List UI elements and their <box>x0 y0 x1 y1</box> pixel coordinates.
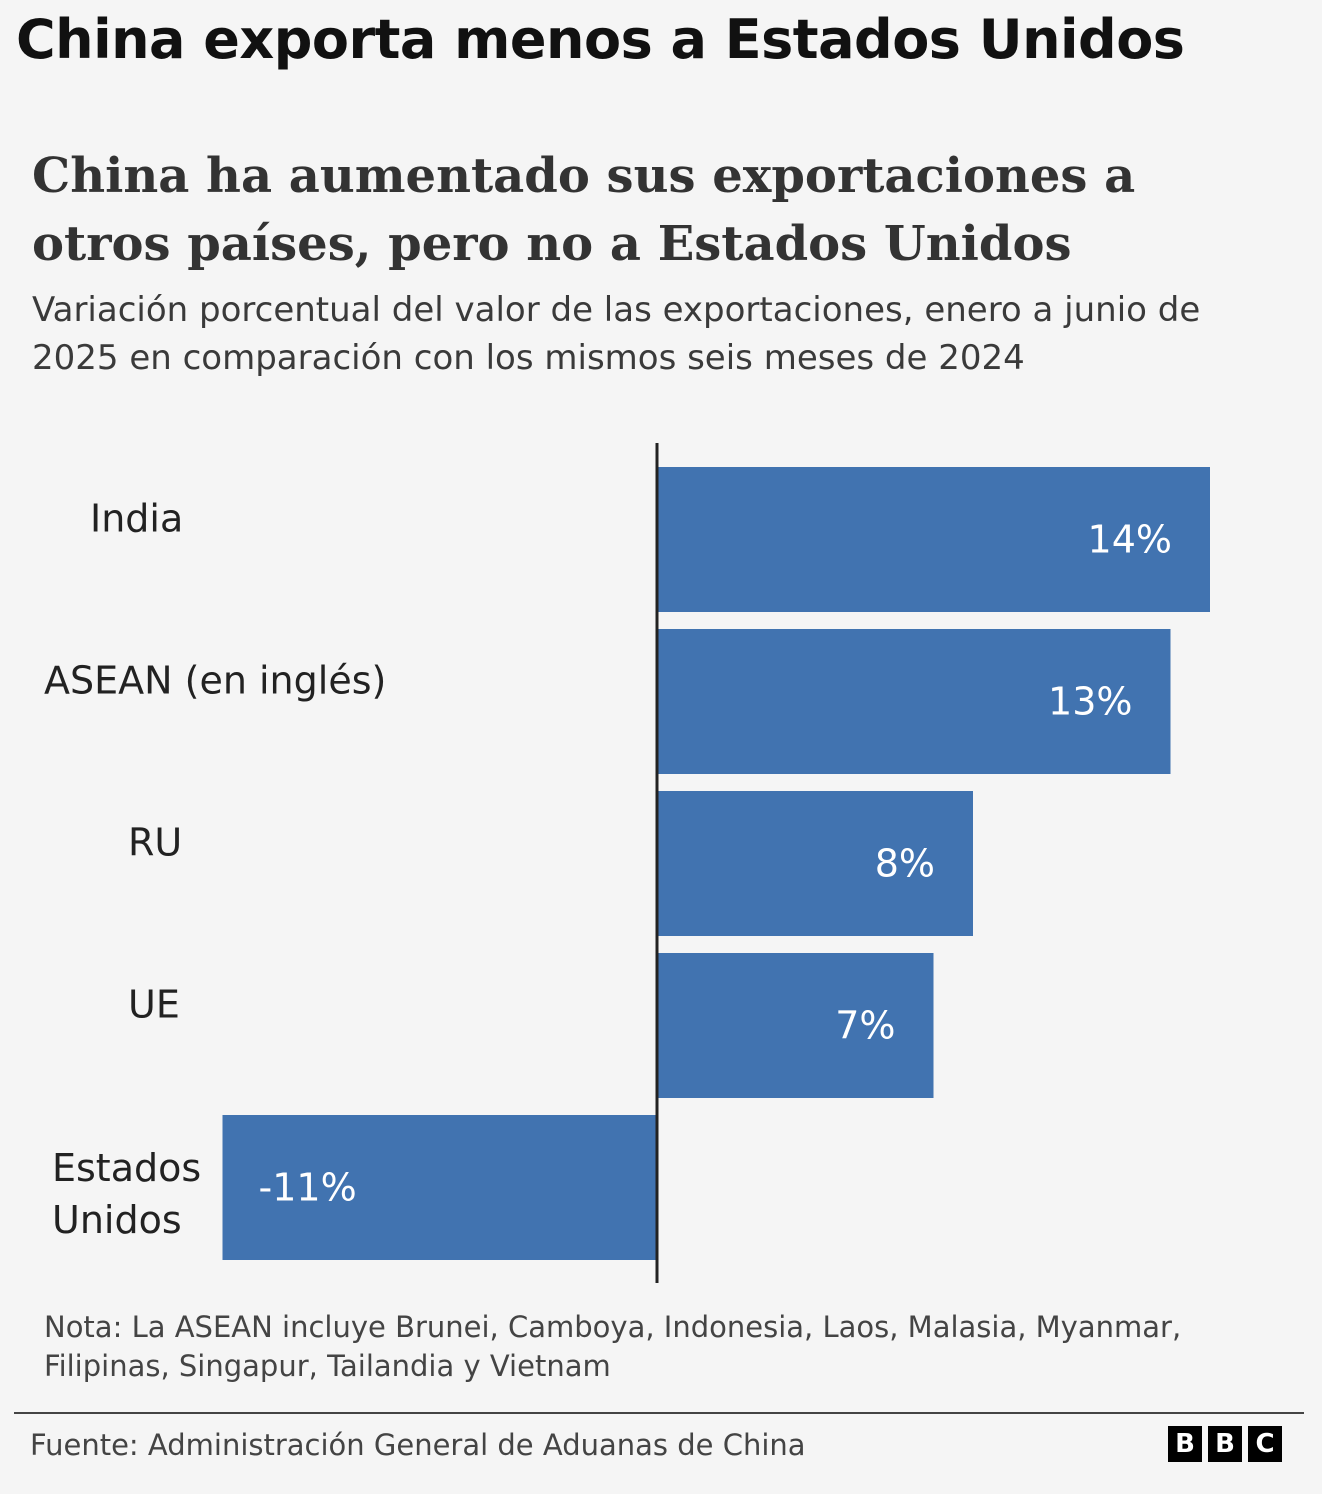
bbc-logo: B B C <box>1168 1426 1282 1462</box>
chart-title: China ha aumentado sus exportaciones a o… <box>32 148 1136 272</box>
bar <box>657 791 973 936</box>
value-label: 14% <box>1088 518 1172 562</box>
headline: China exporta menos a Estados Unidos <box>16 8 1185 71</box>
value-label: -11% <box>259 1166 357 1210</box>
bar <box>657 953 934 1098</box>
category-label: India <box>90 497 183 541</box>
value-label: 7% <box>835 1004 895 1048</box>
divider <box>14 1412 1304 1414</box>
category-label: UE <box>128 983 180 1027</box>
chart-note: Nota: La ASEAN incluye Brunei, Camboya, … <box>44 1310 1182 1383</box>
logo-letter: B <box>1168 1426 1202 1462</box>
logo-letter: C <box>1248 1426 1282 1462</box>
value-label: 13% <box>1048 680 1132 724</box>
source: Fuente: Administración General de Aduana… <box>30 1428 806 1462</box>
bar <box>657 629 1171 774</box>
category-label: Estados Unidos <box>52 1146 201 1242</box>
value-label: 8% <box>875 842 935 886</box>
logo-letter: B <box>1208 1426 1242 1462</box>
category-label: ASEAN (en inglés) <box>44 659 386 703</box>
bar <box>222 1115 657 1260</box>
chart-subtitle: Variación porcentual del valor de las ex… <box>32 290 1201 378</box>
category-label: RU <box>128 821 182 865</box>
bar <box>657 467 1210 612</box>
